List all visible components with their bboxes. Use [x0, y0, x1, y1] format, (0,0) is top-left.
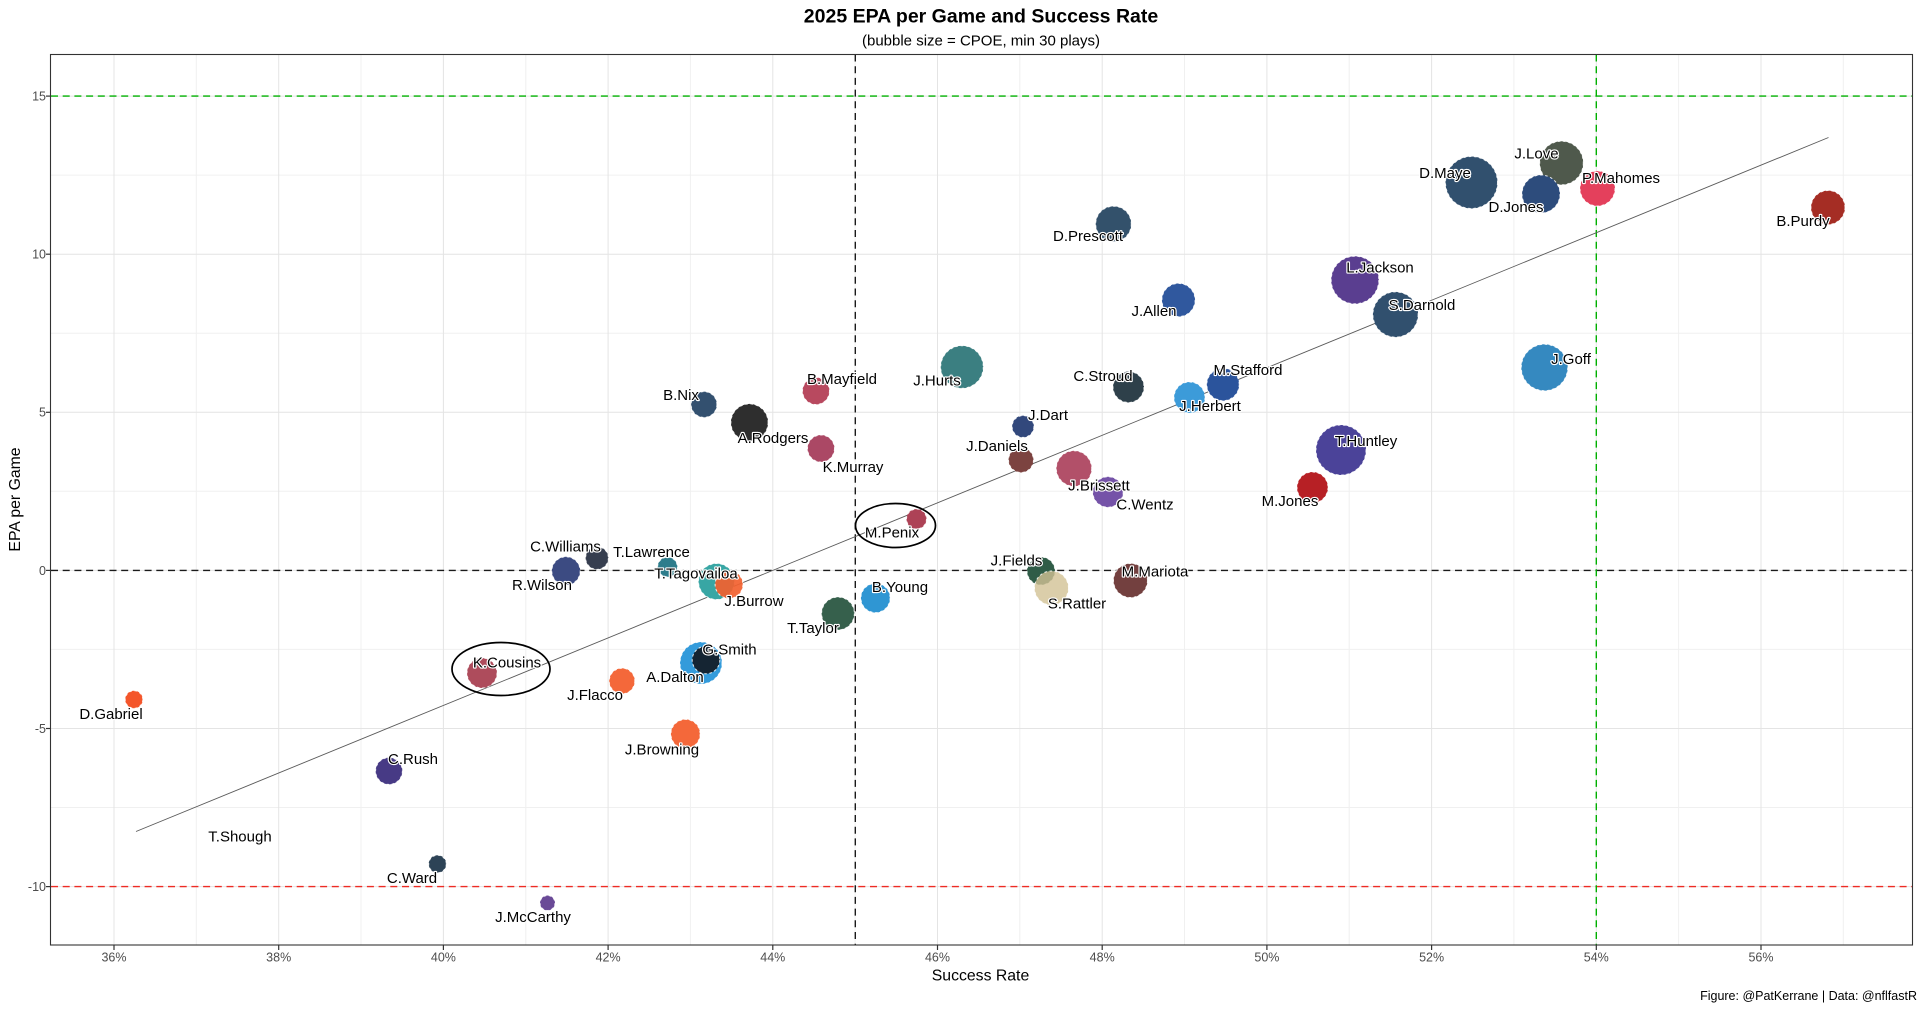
svg-text:J.Browning: J.Browning [625, 742, 699, 759]
svg-text:36%: 36% [101, 951, 126, 965]
svg-text:C.Ward: C.Ward [387, 870, 437, 887]
svg-text:D.Gabriel: D.Gabriel [79, 706, 142, 723]
svg-text:EPA per Game: EPA per Game [7, 447, 24, 551]
svg-text:J.Herbert: J.Herbert [1179, 398, 1242, 415]
svg-text:T.Lawrence: T.Lawrence [613, 544, 690, 561]
svg-text:2025 EPA per Game and Success: 2025 EPA per Game and Success Rate [804, 6, 1159, 28]
svg-text:J.Burrow: J.Burrow [724, 593, 783, 610]
svg-text:A.Rodgers: A.Rodgers [738, 430, 809, 447]
svg-text:S.Darnold: S.Darnold [1389, 297, 1456, 314]
svg-text:J.McCarthy: J.McCarthy [495, 909, 571, 926]
svg-text:J.Flacco: J.Flacco [567, 687, 623, 704]
svg-text:L.Jackson: L.Jackson [1346, 260, 1414, 277]
svg-text:B.Purdy: B.Purdy [1776, 213, 1830, 230]
svg-text:-10: -10 [28, 880, 46, 894]
svg-text:46%: 46% [925, 951, 950, 965]
svg-text:T.Huntley: T.Huntley [1335, 433, 1398, 450]
svg-text:J.Dart: J.Dart [1028, 407, 1069, 424]
svg-text:J.Love: J.Love [1514, 146, 1558, 163]
svg-text:K.Murray: K.Murray [823, 459, 884, 476]
svg-text:0: 0 [39, 564, 46, 578]
svg-text:40%: 40% [431, 951, 456, 965]
svg-text:M.Penix: M.Penix [865, 525, 920, 542]
svg-text:B.Mayfield: B.Mayfield [807, 371, 877, 388]
svg-text:54%: 54% [1584, 951, 1609, 965]
svg-text:42%: 42% [596, 951, 621, 965]
svg-text:5: 5 [39, 406, 46, 420]
svg-text:T.Shough: T.Shough [208, 829, 271, 846]
svg-text:D.Prescott: D.Prescott [1053, 228, 1124, 245]
svg-text:B.Nix: B.Nix [663, 387, 699, 404]
svg-text:J.Daniels: J.Daniels [966, 438, 1028, 455]
svg-text:C.Stroud: C.Stroud [1073, 368, 1132, 385]
svg-text:C.Wentz: C.Wentz [1116, 497, 1173, 514]
svg-text:52%: 52% [1419, 951, 1444, 965]
svg-text:D.Maye: D.Maye [1419, 165, 1471, 182]
svg-text:K.Cousins: K.Cousins [473, 655, 541, 672]
svg-text:38%: 38% [266, 951, 291, 965]
svg-text:44%: 44% [760, 951, 785, 965]
svg-text:M.Stafford: M.Stafford [1214, 362, 1283, 379]
svg-text:R.Wilson: R.Wilson [512, 577, 572, 594]
svg-text:M.Jones: M.Jones [1262, 493, 1319, 510]
svg-text:C.Rush: C.Rush [388, 751, 438, 768]
svg-text:-5: -5 [35, 722, 46, 736]
svg-text:50%: 50% [1254, 951, 1279, 965]
svg-text:T.Taylor: T.Taylor [787, 620, 839, 637]
svg-text:P.Mahomes: P.Mahomes [1582, 170, 1660, 187]
svg-text:J.Goff: J.Goff [1551, 351, 1592, 368]
svg-text:10: 10 [32, 248, 46, 262]
svg-text:G.Smith: G.Smith [702, 642, 756, 659]
svg-text:(bubble size = CPOE, min 30 pl: (bubble size = CPOE, min 30 plays) [862, 33, 1100, 50]
svg-text:Figure: @PatKerrane | Data: @n: Figure: @PatKerrane | Data: @nflfastR [1700, 989, 1917, 1003]
svg-text:C.Williams: C.Williams [530, 539, 601, 556]
svg-text:15: 15 [32, 90, 46, 104]
svg-text:J.Brissett: J.Brissett [1068, 478, 1131, 495]
svg-text:J.Allen: J.Allen [1131, 303, 1176, 320]
svg-text:J.Fields: J.Fields [991, 553, 1043, 570]
svg-text:48%: 48% [1090, 951, 1115, 965]
svg-text:Success Rate: Success Rate [932, 968, 1030, 985]
svg-text:D.Jones: D.Jones [1488, 199, 1543, 216]
svg-text:J.Hurts: J.Hurts [913, 373, 961, 390]
svg-text:T.Tagovailoa: T.Tagovailoa [654, 566, 738, 583]
svg-text:A.Dalton: A.Dalton [646, 669, 704, 686]
svg-text:M.Mariota: M.Mariota [1122, 564, 1189, 581]
svg-text:S.Rattler: S.Rattler [1048, 596, 1106, 613]
svg-text:56%: 56% [1748, 951, 1773, 965]
svg-text:B.Young: B.Young [872, 579, 928, 596]
